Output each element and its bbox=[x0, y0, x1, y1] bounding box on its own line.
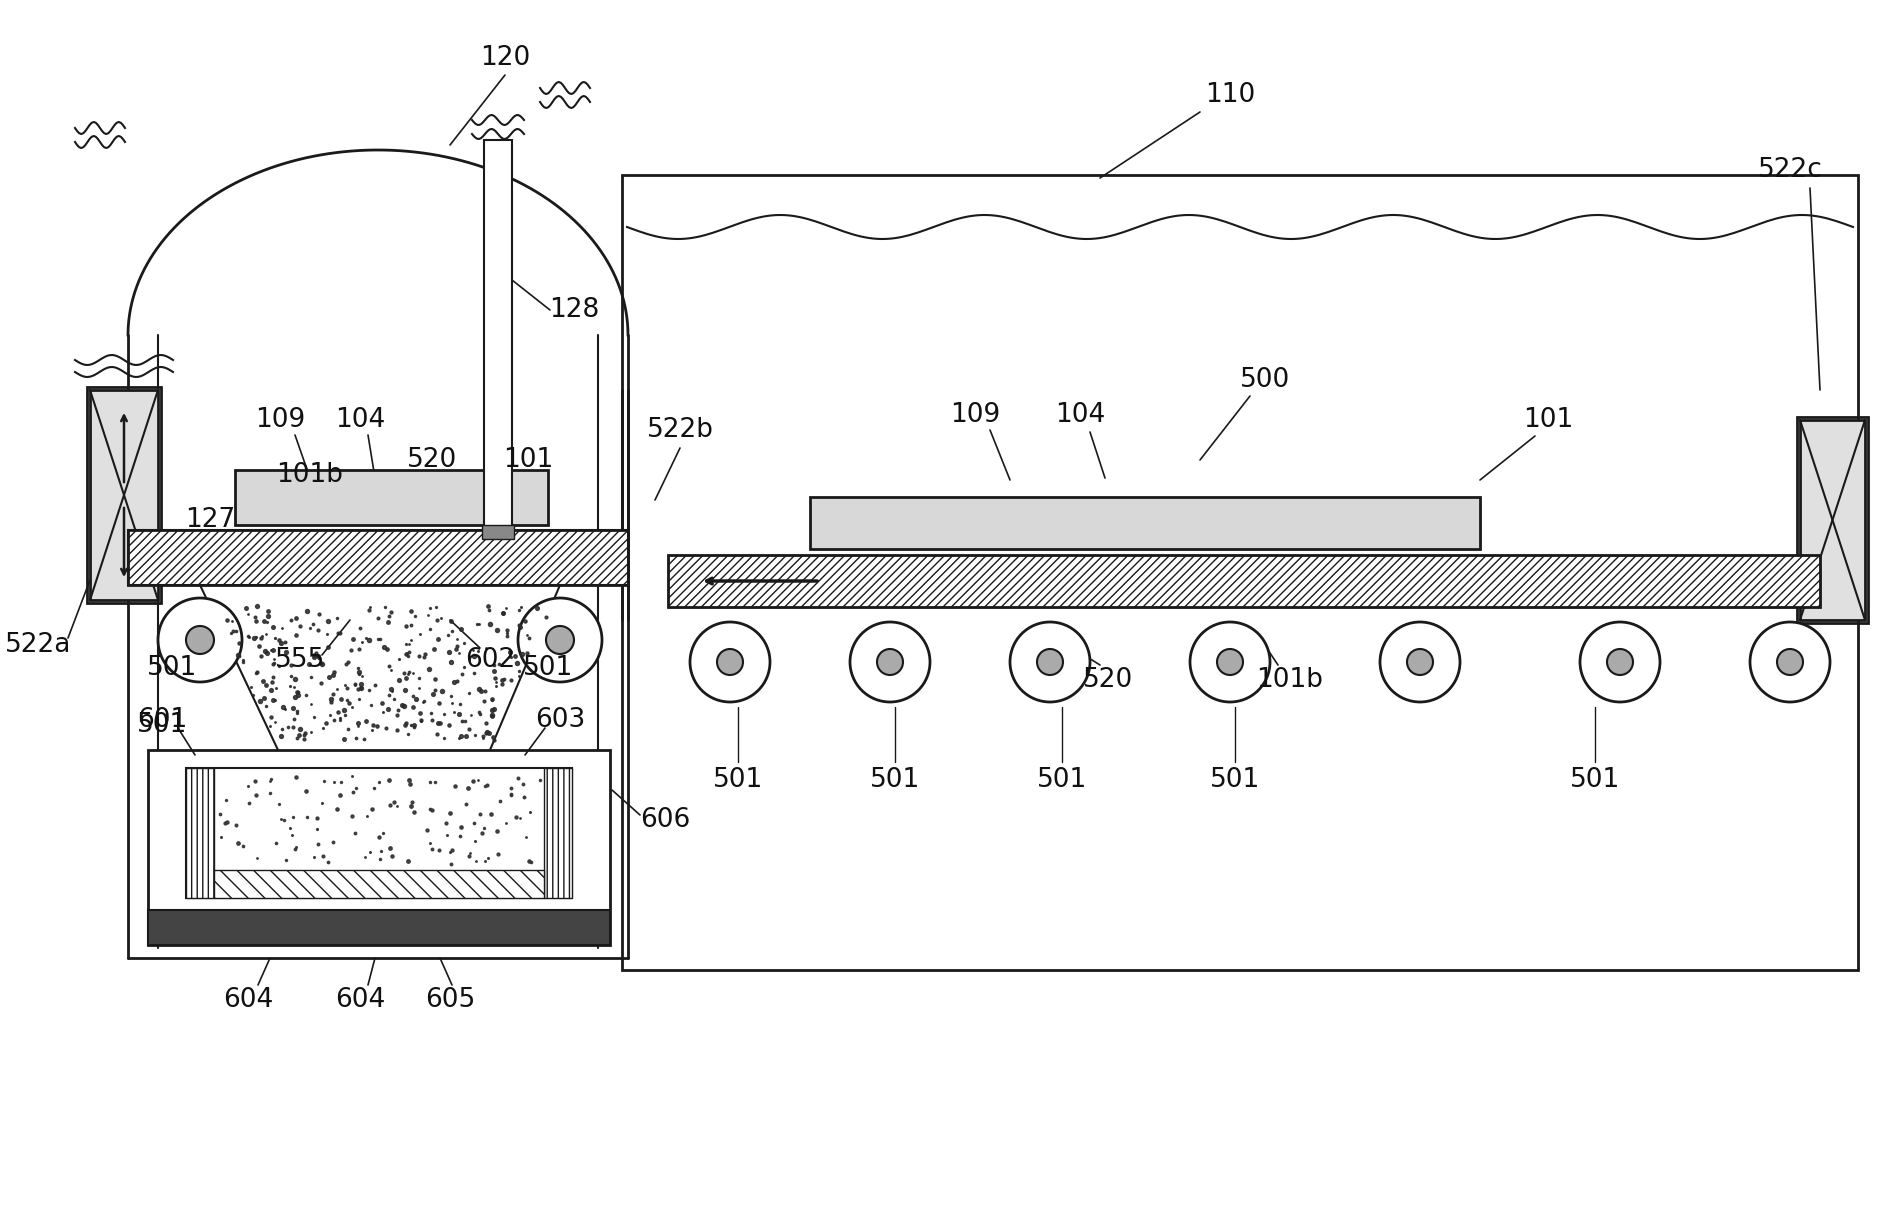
Circle shape bbox=[691, 622, 770, 703]
Text: 501: 501 bbox=[1037, 768, 1088, 793]
Circle shape bbox=[1750, 622, 1829, 703]
Bar bbox=[544, 768, 572, 898]
Text: 500: 500 bbox=[1240, 368, 1291, 393]
Text: 603: 603 bbox=[534, 707, 585, 733]
Circle shape bbox=[1011, 622, 1090, 703]
Circle shape bbox=[1777, 649, 1803, 675]
Circle shape bbox=[518, 598, 602, 682]
Text: 104: 104 bbox=[335, 407, 386, 433]
Circle shape bbox=[1037, 649, 1063, 675]
Text: 127: 127 bbox=[184, 507, 235, 533]
Text: 501: 501 bbox=[713, 768, 762, 793]
Bar bbox=[482, 525, 514, 539]
Text: 520: 520 bbox=[1082, 668, 1133, 693]
Circle shape bbox=[1380, 622, 1460, 703]
Text: 104: 104 bbox=[1056, 402, 1105, 428]
Text: 109: 109 bbox=[950, 402, 999, 428]
Text: 501: 501 bbox=[147, 656, 198, 681]
Bar bbox=[484, 140, 512, 530]
Circle shape bbox=[1581, 622, 1660, 703]
Circle shape bbox=[158, 598, 243, 682]
Bar bbox=[235, 470, 548, 525]
Bar bbox=[668, 556, 1820, 607]
Text: 602: 602 bbox=[465, 647, 516, 674]
Text: 120: 120 bbox=[480, 45, 531, 71]
Circle shape bbox=[851, 622, 930, 703]
Text: 128: 128 bbox=[550, 296, 598, 323]
Bar bbox=[668, 556, 1820, 607]
Text: 604: 604 bbox=[222, 987, 273, 1013]
Text: 501: 501 bbox=[137, 712, 186, 737]
Bar bbox=[1797, 417, 1869, 623]
Text: 604: 604 bbox=[335, 987, 386, 1013]
Circle shape bbox=[186, 627, 215, 654]
Bar bbox=[215, 870, 544, 898]
Circle shape bbox=[546, 627, 574, 654]
Bar bbox=[149, 750, 610, 945]
Bar bbox=[809, 496, 1479, 549]
Text: 501: 501 bbox=[1570, 768, 1620, 793]
Bar bbox=[87, 387, 162, 602]
Text: 109: 109 bbox=[254, 407, 305, 433]
Bar bbox=[128, 530, 629, 584]
Text: 522a: 522a bbox=[6, 631, 72, 658]
Circle shape bbox=[717, 649, 743, 675]
Bar bbox=[186, 768, 572, 898]
Circle shape bbox=[1607, 649, 1634, 675]
Bar bbox=[90, 390, 158, 600]
Text: 522c: 522c bbox=[1758, 157, 1822, 183]
Bar bbox=[621, 175, 1858, 970]
Text: 501: 501 bbox=[869, 768, 920, 793]
Text: 601: 601 bbox=[137, 707, 186, 733]
Text: 555: 555 bbox=[275, 647, 326, 674]
Bar bbox=[149, 910, 610, 945]
Text: 101: 101 bbox=[502, 447, 553, 474]
Circle shape bbox=[1218, 649, 1242, 675]
Circle shape bbox=[877, 649, 903, 675]
Circle shape bbox=[1408, 649, 1432, 675]
Text: 605: 605 bbox=[425, 987, 474, 1013]
Text: 101: 101 bbox=[1523, 407, 1573, 433]
Text: 520: 520 bbox=[407, 447, 457, 474]
Text: 101b: 101b bbox=[277, 462, 344, 488]
Bar bbox=[1799, 421, 1865, 621]
Text: 501: 501 bbox=[1210, 768, 1261, 793]
Text: 101b: 101b bbox=[1257, 668, 1323, 693]
Text: 606: 606 bbox=[640, 807, 691, 833]
Bar bbox=[186, 768, 215, 898]
Text: 522b: 522b bbox=[647, 417, 713, 443]
Circle shape bbox=[1189, 622, 1270, 703]
Bar bbox=[128, 530, 629, 584]
Text: 110: 110 bbox=[1204, 82, 1255, 108]
Text: 501: 501 bbox=[523, 656, 574, 681]
